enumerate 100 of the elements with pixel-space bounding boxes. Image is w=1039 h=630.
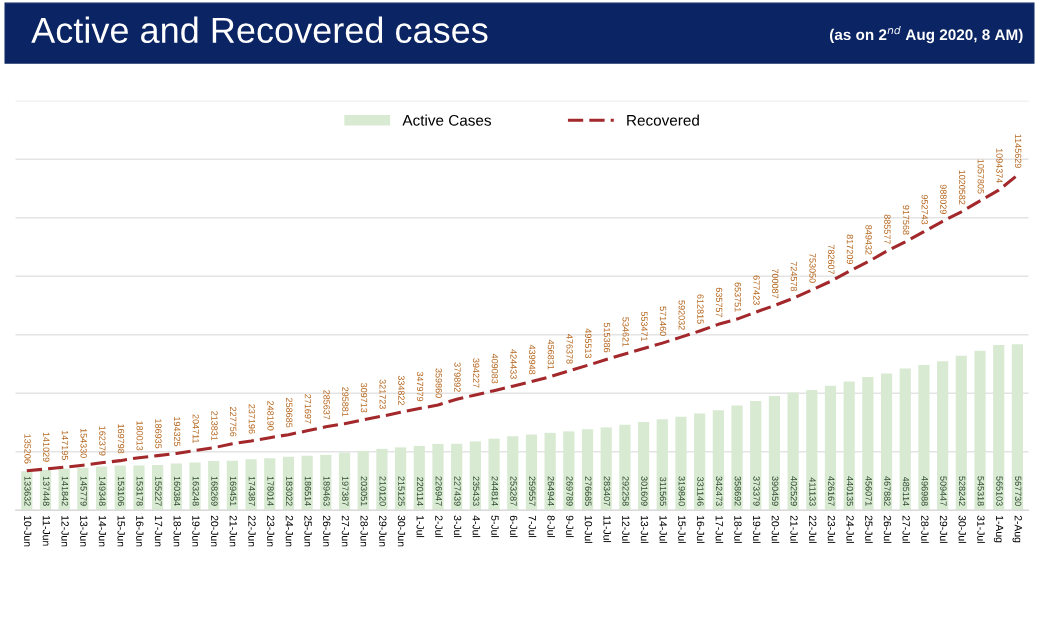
data-label: 1057805 (977, 159, 984, 194)
data-label: 782607 (828, 244, 835, 274)
data-label: 160384 (173, 476, 181, 506)
data-label: 411133 (809, 477, 816, 506)
data-label: 183022 (286, 476, 293, 506)
data-label: 174387 (248, 476, 256, 506)
data-label: 456071 (865, 476, 872, 506)
x-tick-label: 10-Jul (584, 515, 593, 543)
bar (675, 416, 687, 511)
bar (768, 396, 781, 511)
data-label: 509447 (940, 476, 947, 506)
data-label: 817209 (846, 234, 854, 264)
x-tick-label: 25-Jul (865, 515, 873, 543)
x-tick-label: 29-Jun (379, 515, 387, 547)
chart-subtitle: (as on 2$^{nd}$ Aug 2020, 8 AM) (830, 25, 1023, 44)
data-label: 571460 (659, 306, 667, 336)
x-tick-label: 16-Jun (136, 515, 144, 547)
x-tick-label: 2-Jul (435, 515, 443, 538)
data-label: 147195 (61, 430, 69, 460)
x-tick-label: 23-Jul (827, 515, 836, 543)
x-tick-label: 12-Jun (61, 515, 69, 547)
bar (432, 443, 444, 511)
x-tick-label: 19-Jul (752, 515, 761, 543)
data-label: 334822 (398, 375, 405, 405)
data-label: 292258 (622, 476, 629, 506)
x-tick-label: 12-Jul (622, 515, 630, 543)
x-tick-label: 1-Jul (416, 515, 425, 538)
data-label: 373379 (753, 476, 760, 506)
x-tick-label: 10-Jun (24, 515, 32, 547)
data-label: 248190 (267, 401, 274, 431)
x-tick-label: 20-Jun (210, 515, 219, 547)
data-label: 653751 (734, 282, 742, 312)
legend-label: Recovered (627, 114, 699, 126)
x-tick-label: 28-Jul (921, 515, 929, 543)
bar (245, 459, 257, 511)
x-tick-label: 21-Jul (790, 515, 798, 543)
data-label: 186514 (304, 476, 312, 506)
data-label: 321723 (379, 379, 386, 409)
data-label: 358692 (734, 476, 742, 506)
data-label: 258685 (286, 398, 293, 428)
data-label: 226947 (435, 476, 442, 506)
bar (862, 376, 874, 511)
x-tick-label: 7-Jul (528, 515, 537, 538)
data-label: 347979 (416, 371, 424, 402)
data-label: 135206 (24, 434, 31, 464)
x-tick-label: 30-Jul (958, 515, 967, 543)
bar (581, 429, 594, 511)
data-label: 700087 (772, 268, 779, 299)
x-tick-label: 23-Jun (266, 515, 275, 547)
data-label: 311565 (659, 477, 667, 506)
bar (1011, 344, 1023, 511)
bar (787, 392, 799, 511)
data-label: 952743 (921, 194, 928, 225)
data-label: 153178 (136, 476, 143, 506)
x-tick-label: 26-Jun (323, 515, 331, 547)
x-tick-label: 28-Jun (360, 515, 368, 547)
x-tick-label: 22-Jun (248, 515, 256, 547)
x-tick-label: 16-Jul (696, 515, 705, 543)
data-label: 137448 (43, 476, 50, 506)
bar (637, 422, 650, 511)
data-label: 309713 (360, 382, 368, 413)
x-tick-label: 9-Jul (566, 515, 574, 538)
data-label: 402529 (790, 476, 798, 506)
x-tick-label: 17-Jun (154, 515, 163, 547)
x-tick-label: 31-Jul (977, 515, 985, 543)
bar (133, 465, 145, 511)
data-label: 194325 (173, 417, 181, 447)
data-label: 186935 (155, 419, 162, 449)
data-label: 677423 (753, 275, 760, 305)
data-label: 154330 (80, 428, 87, 458)
data-label: 359860 (435, 368, 442, 398)
data-label: 178014 (267, 476, 274, 506)
data-label: 439948 (529, 344, 536, 375)
data-label: 545318 (977, 476, 984, 506)
data-label: 612815 (697, 294, 704, 324)
data-label: 592032 (678, 300, 685, 330)
data-label: 220114 (416, 477, 424, 506)
x-tick-label: 24-Jun (285, 515, 294, 547)
bar (600, 427, 612, 511)
data-label: 163248 (192, 476, 199, 506)
data-label: 197387 (342, 476, 349, 506)
data-label: 215125 (398, 476, 405, 506)
bar (488, 438, 500, 511)
data-label: 210120 (379, 476, 386, 506)
x-tick-label: 14-Jun (98, 515, 107, 547)
data-label: 635757 (715, 287, 723, 317)
bar (974, 350, 986, 511)
x-tick-label: 27-Jun (341, 515, 350, 547)
bar (619, 424, 631, 511)
x-tick-label: 19-Jun (192, 515, 200, 547)
data-label: 753050 (809, 253, 816, 283)
bar (824, 385, 837, 511)
bar (993, 345, 1005, 511)
data-label: 141029 (43, 432, 50, 462)
data-label: 849432 (865, 225, 872, 255)
x-tick-label: 15-Jul (678, 515, 686, 543)
data-label: 331146 (697, 477, 704, 506)
data-label: 259557 (529, 476, 536, 506)
data-label: 424433 (510, 349, 517, 379)
x-tick-label: 13-Jul (640, 515, 649, 543)
